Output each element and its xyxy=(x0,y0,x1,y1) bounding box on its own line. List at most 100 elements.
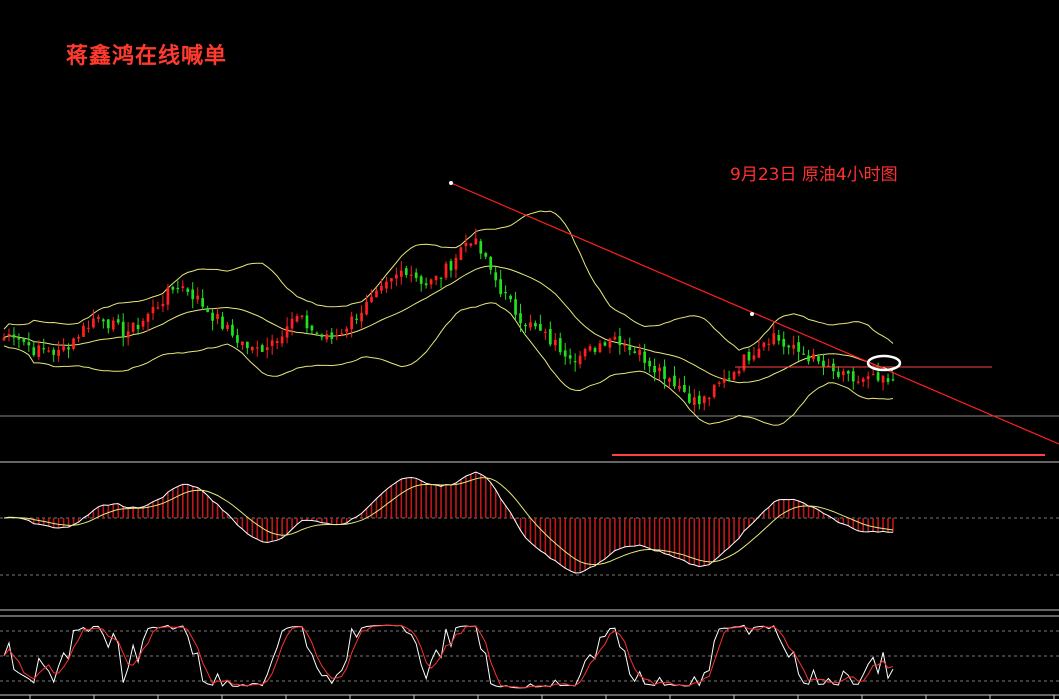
candle-body xyxy=(509,295,512,300)
candle-body xyxy=(702,396,706,404)
candle-body xyxy=(444,263,448,278)
candle-body xyxy=(598,343,602,353)
secondary-peak-marker xyxy=(750,312,754,316)
candle-body xyxy=(97,316,100,319)
candle-body xyxy=(300,315,304,317)
candle-body xyxy=(742,354,746,371)
candle-body xyxy=(623,344,627,346)
candle-body xyxy=(543,331,547,333)
candle-body xyxy=(82,325,85,337)
candle-body xyxy=(156,307,160,309)
candle-body xyxy=(32,347,36,356)
candle-body xyxy=(891,379,895,381)
candle-body xyxy=(181,286,185,288)
candle-body xyxy=(643,351,647,363)
bollinger-upper-band xyxy=(3,210,894,351)
candle-body xyxy=(92,318,95,328)
bollinger-lower-band xyxy=(3,302,894,426)
candle-body xyxy=(270,340,274,346)
candle-body xyxy=(7,333,11,336)
candle-body xyxy=(77,336,80,339)
candle-body xyxy=(673,375,676,387)
candle-body xyxy=(191,289,195,300)
candle-body xyxy=(534,323,537,327)
candle-body xyxy=(563,350,567,357)
candle-body xyxy=(275,340,279,343)
candle-body xyxy=(489,256,493,270)
macd-signal-line xyxy=(3,477,894,566)
candle-body xyxy=(514,299,517,315)
candle-body xyxy=(558,338,562,353)
candle-body xyxy=(409,274,413,276)
candle-body xyxy=(484,253,488,257)
candle-body xyxy=(479,241,483,254)
candle-body xyxy=(375,290,378,298)
candle-body xyxy=(762,342,766,347)
candle-body xyxy=(717,382,721,384)
stochastic-lines xyxy=(3,624,894,689)
candle-body xyxy=(171,286,175,290)
candle-body xyxy=(593,348,597,353)
candle-body xyxy=(186,288,190,292)
candle-body xyxy=(807,355,810,362)
candle-body xyxy=(310,325,314,331)
candle-body xyxy=(57,349,60,356)
candle-body xyxy=(633,351,637,353)
candle-body xyxy=(797,342,800,352)
candle-body xyxy=(519,313,522,324)
candle-body xyxy=(678,385,681,389)
stochastic-panel xyxy=(0,615,1059,699)
candle-body xyxy=(568,355,572,359)
candle-body xyxy=(196,295,200,300)
candle-body xyxy=(772,333,776,345)
candle-body xyxy=(146,313,150,322)
candle-body xyxy=(871,374,875,376)
candle-body xyxy=(241,341,244,346)
candle-body xyxy=(166,287,170,305)
candle-body xyxy=(236,335,239,343)
candle-body xyxy=(792,344,796,349)
time-axis-ticks xyxy=(29,695,1055,699)
candle-body xyxy=(116,319,120,323)
candle-body xyxy=(449,261,453,271)
candle-body xyxy=(72,338,75,350)
candle-body xyxy=(42,348,46,350)
macd-panel xyxy=(0,471,1059,611)
candle-body xyxy=(588,346,592,351)
candle-body xyxy=(47,350,51,352)
candle-body xyxy=(37,345,41,357)
candle-body xyxy=(390,278,393,282)
candle-body xyxy=(245,341,249,349)
candle-body xyxy=(653,365,656,373)
candle-body xyxy=(747,351,751,361)
candle-body xyxy=(876,372,880,381)
candle-body xyxy=(231,324,234,336)
candle-body xyxy=(52,349,56,355)
candle-body xyxy=(817,356,820,362)
candle-body xyxy=(648,360,652,367)
candle-body xyxy=(504,291,507,294)
candle-body xyxy=(787,345,791,348)
candle-body xyxy=(295,315,299,322)
candle-body xyxy=(325,334,329,340)
candle-body xyxy=(822,360,825,368)
candle-body xyxy=(866,376,870,380)
candle-body xyxy=(106,319,110,329)
candle-body xyxy=(111,320,115,330)
descending-trendline xyxy=(450,182,1059,445)
candle-body xyxy=(394,274,398,279)
candle-body xyxy=(206,308,209,312)
candle-body xyxy=(399,270,403,277)
candle-body xyxy=(663,366,666,379)
candle-body xyxy=(136,324,140,330)
candle-body xyxy=(841,371,845,376)
candle-body xyxy=(752,355,756,360)
candle-body xyxy=(385,281,388,289)
candle-body xyxy=(151,307,155,314)
candle-body xyxy=(812,354,815,360)
candle-body xyxy=(250,346,254,351)
candle-body xyxy=(618,336,622,346)
price-panel xyxy=(0,181,1059,463)
candle-body xyxy=(767,343,771,345)
